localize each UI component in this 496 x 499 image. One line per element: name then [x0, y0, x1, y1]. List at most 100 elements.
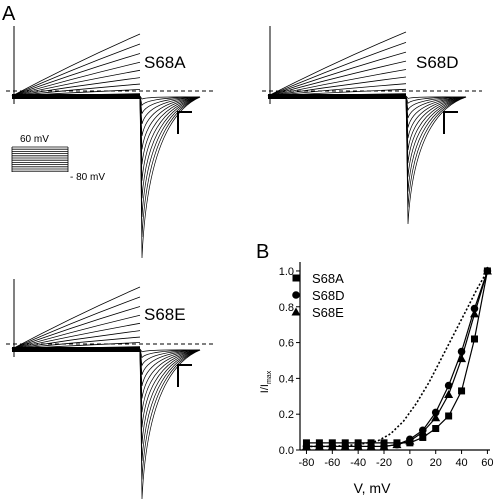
point-s68e: [327, 441, 337, 450]
trace-label-s68d: S68D: [416, 53, 459, 72]
trace-step-curve: [11, 286, 141, 350]
panel-a-label: A: [2, 3, 16, 25]
point-s68a: [432, 425, 440, 433]
reference-curve: [306, 270, 489, 448]
x-tick-label: 40: [455, 457, 467, 469]
trace-step-curve: [11, 61, 141, 97]
trace-panel-s68d: [262, 26, 482, 225]
reference-curve-line: [306, 270, 489, 448]
y-axis-label-main: I/I: [259, 384, 271, 393]
voltage-protocol-inset: [11, 146, 69, 172]
tail-current-curve: [139, 95, 201, 114]
y-axis-label: I/Imax: [259, 370, 273, 393]
x-tick-label: 0: [407, 457, 413, 469]
y-tick-label: 0.4: [279, 373, 294, 385]
trace-step-curve: [11, 330, 141, 350]
point-s68d: [457, 347, 466, 356]
scale-bar: [443, 111, 458, 134]
trace-panel-s68a: [6, 26, 216, 259]
y-tick-label: 0.0: [279, 445, 294, 457]
legend-marker-s68d: [292, 291, 300, 299]
tail-current-curve: [139, 348, 201, 444]
trace-baseline: [12, 347, 140, 352]
panel-b-label: B: [256, 241, 269, 263]
trace-step-curve: [11, 322, 141, 350]
x-axis-label: V, mV: [354, 480, 391, 496]
legend-marker-s68a: [292, 274, 300, 282]
x-tick-label: -20: [376, 457, 392, 469]
point-s68a: [458, 387, 466, 395]
point-s68d: [470, 304, 479, 313]
y-tick-label: 0.6: [279, 338, 294, 350]
tail-current-curve: [139, 348, 201, 428]
iv-chart: -80 -60 -40 -20 0 20 40 60 0.0 0.2 0.4 0.6 0.8 1.0 S6…: [259, 262, 494, 496]
trace-step-curve: [11, 53, 141, 97]
point-s68e: [444, 389, 454, 398]
trace-step-curve: [11, 296, 141, 350]
tail-current-curve: [139, 95, 201, 218]
point-s68e: [469, 309, 479, 318]
point-s68e: [353, 441, 363, 450]
tail-current-curve: [405, 95, 467, 177]
tail-current-curve: [139, 95, 201, 199]
tail-current-curve: [139, 95, 201, 125]
point-s68e: [379, 441, 389, 450]
y-axis-label-sub: max: [266, 370, 273, 384]
tail-current-curve: [405, 95, 467, 208]
trace-step-curve: [11, 33, 141, 97]
tail-current-curve: [139, 95, 201, 237]
tail-current-curve: [139, 348, 201, 480]
tail-current-curve: [139, 95, 201, 136]
trace-step-curve: [11, 314, 141, 350]
point-s68d: [444, 381, 453, 390]
trace-baseline: [12, 94, 140, 99]
y-tick-label: 0.2: [279, 409, 294, 421]
tail-current-curve: [139, 95, 201, 259]
trace-label-s68e: S68E: [144, 305, 186, 324]
trace-panel-s68e: [6, 279, 216, 499]
trace-step-curve: [11, 43, 141, 97]
trace-step-curve: [267, 60, 407, 97]
chart-legend: S68A S68D S68E: [291, 271, 345, 320]
tail-current-curve: [405, 95, 467, 192]
trace-step-curve: [267, 41, 407, 97]
tail-current-curve: [405, 95, 467, 139]
tail-current-curve: [139, 348, 201, 367]
tail-current-curve: [139, 348, 201, 387]
tail-current-curve: [405, 95, 467, 128]
x-tick-label: -40: [350, 457, 366, 469]
trace-baseline: [268, 94, 406, 99]
protocol-bottom-voltage: - 80 mV: [70, 172, 105, 183]
trace-step-curve: [267, 76, 407, 97]
point-s68e: [366, 441, 376, 450]
point-s68a: [419, 433, 427, 441]
tail-current-curve: [405, 95, 467, 163]
tail-current-curve: [139, 95, 201, 150]
scale-bar: [177, 364, 192, 387]
point-s68a: [445, 412, 453, 420]
tail-current-curve: [139, 95, 201, 181]
tail-current-curve: [405, 95, 467, 151]
point-s68e: [431, 413, 441, 422]
point-s68d: [431, 408, 440, 417]
x-tick-label: -80: [299, 457, 315, 469]
trace-step-curve: [267, 31, 407, 97]
scale-bar: [177, 111, 192, 134]
trace-label-s68a: S68A: [144, 53, 186, 72]
svg-text:I/Imax: I/Imax: [259, 370, 273, 393]
tail-current-curve: [139, 348, 201, 413]
tail-current-curve: [139, 348, 201, 499]
trace-step-curve: [11, 306, 141, 350]
point-s68e: [418, 427, 428, 436]
point-s68e: [482, 266, 492, 275]
point-s68e: [392, 440, 402, 449]
tail-current-curve: [139, 348, 201, 462]
y-tick-label: 0.8: [279, 302, 294, 314]
point-s68a: [470, 335, 478, 343]
legend-label-s68d: S68D: [312, 288, 345, 303]
point-s68e: [340, 441, 350, 450]
tail-current-curve: [405, 95, 467, 119]
x-tick-label: -60: [324, 457, 340, 469]
legend-marker-s68e: [291, 307, 301, 316]
legend-label-s68e: S68E: [312, 305, 344, 320]
